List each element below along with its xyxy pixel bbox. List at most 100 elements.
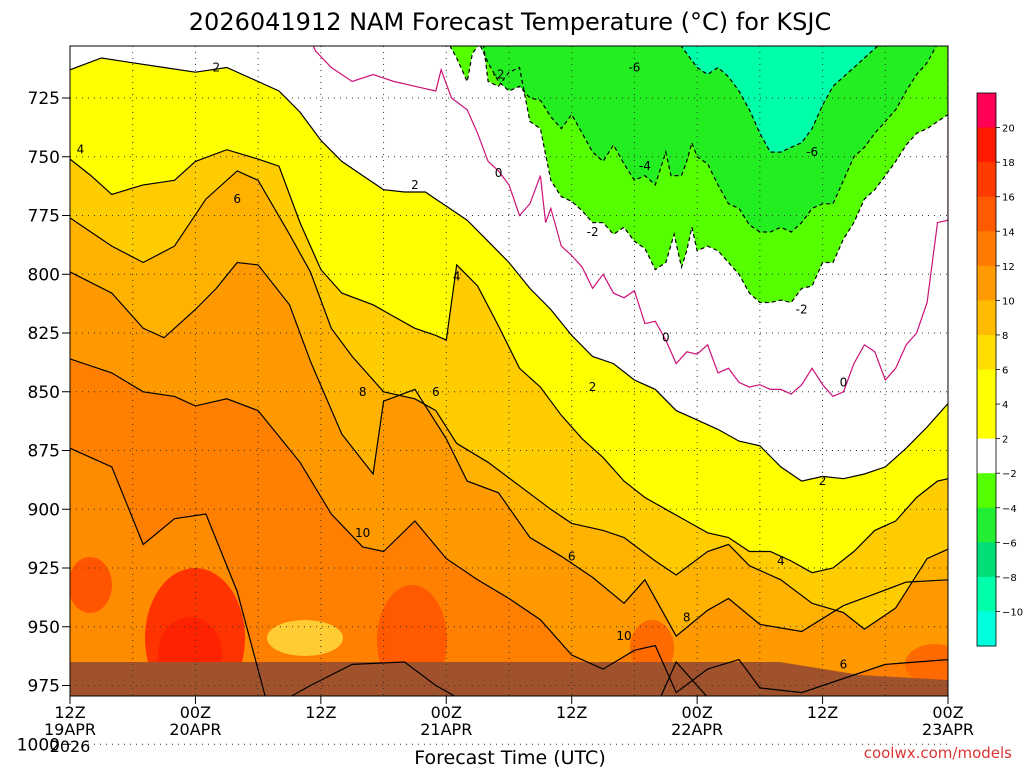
- colorbar-segment: [977, 300, 996, 336]
- contour-labels: 2 4 6 2 4 8 6 10 -2 -6 0 -4 -2 -6 -2 0 2 0 6 4 2 10 8 6: [77, 60, 848, 671]
- colorbar-tick-label: 8: [1002, 331, 1008, 342]
- colorbar: 20 18 16 14 12 10 8 6 4 2 −2 −4 −6 −8 −10: [976, 92, 1023, 647]
- contour-label: -6: [628, 60, 640, 74]
- x-tick-label: 00Z: [681, 703, 712, 722]
- contour-label: 2: [411, 178, 419, 192]
- colorbar-segment: [977, 576, 996, 612]
- colorbar-tick-label: 18: [1002, 158, 1015, 169]
- colorbar-segment: [977, 196, 996, 232]
- contour-label: 0: [840, 375, 848, 389]
- y-axis: 725 750 775 800 825 850 875 900 925 950 975 1000: [17, 89, 70, 755]
- contour-label: 2: [589, 380, 597, 394]
- contour-label: -2: [493, 68, 505, 82]
- colorbar-segment: [977, 369, 996, 405]
- y-tick-label: 900: [28, 500, 60, 520]
- colorbar-segment: [977, 231, 996, 267]
- x-tick-label: 23APR: [922, 720, 974, 739]
- colorbar-tick-label: 20: [1002, 124, 1015, 135]
- y-tick-label: 825: [28, 324, 60, 344]
- colorbar-tick-label: −4: [1002, 504, 1017, 515]
- x-tick-label: 12Z: [807, 703, 838, 722]
- isotherm-0: [312, 46, 948, 398]
- colorbar-tick-label: 2: [1002, 435, 1008, 446]
- warm-core-6: [905, 644, 948, 684]
- isotherm-4: [70, 149, 948, 574]
- contour-label: 6: [840, 657, 848, 671]
- contour-label: 4: [777, 554, 785, 568]
- x-tick-label: 12Z: [556, 703, 587, 722]
- colorbar-tick-label: 12: [1002, 262, 1015, 273]
- isotherm-12: [70, 447, 708, 696]
- colorbar-tick-label: 10: [1002, 296, 1015, 307]
- isotherm-10: [70, 358, 948, 694]
- colorbar-segment: [977, 438, 996, 474]
- x-tick-label: 12Z: [54, 703, 85, 722]
- colorbar-tick-label: −6: [1002, 538, 1017, 549]
- y-tick-label: 975: [28, 677, 60, 697]
- x-tick-label: 00Z: [431, 703, 462, 722]
- contour-label: -4: [639, 159, 651, 173]
- x-tick-label: 22APR: [671, 720, 723, 739]
- contour-label: 0: [662, 331, 670, 345]
- y-tick-label: 725: [28, 89, 60, 109]
- colorbar-segment: [977, 334, 996, 370]
- isotherm-minus6: [680, 46, 879, 153]
- colorbar-segment: [977, 542, 996, 578]
- contour-label: 6: [568, 549, 576, 563]
- contour-label: -6: [806, 145, 818, 159]
- y-tick-label: 800: [28, 265, 60, 285]
- isotherm-lines: [70, 46, 948, 696]
- y-tick-label: 950: [28, 618, 60, 638]
- contour-label: 8: [359, 385, 367, 399]
- colorbar-tick-label: 4: [1002, 400, 1008, 411]
- colorbar-tick-label: −8: [1002, 573, 1017, 584]
- y-tick-label: 750: [28, 148, 60, 168]
- isotherm-6: [70, 170, 948, 630]
- x-tick-label: 20APR: [169, 720, 221, 739]
- colorbar-segment: [977, 162, 996, 198]
- y-tick-label: 1000: [17, 735, 60, 755]
- y-tick-label: 925: [28, 559, 60, 579]
- colorbar-segment: [977, 507, 996, 543]
- contour-label: 10: [355, 526, 370, 540]
- colorbar-tick-label: 16: [1002, 193, 1015, 204]
- isotherm-minus2: [449, 46, 948, 304]
- x-tick-label: 12Z: [305, 703, 336, 722]
- contour-label: -2: [796, 303, 808, 317]
- contour-label: 2: [213, 60, 221, 74]
- colorbar-tick-label: −10: [1002, 607, 1023, 618]
- contour-label: 2: [819, 474, 827, 488]
- colorbar-segment: [977, 93, 996, 129]
- gridlines: [70, 46, 948, 745]
- contour-label: 10: [616, 629, 631, 643]
- chart-title: 2026041912 NAM Forecast Temperature (°C)…: [189, 8, 831, 36]
- colorbar-segment: [977, 611, 996, 647]
- colorbar-tick-label: −2: [1002, 469, 1017, 480]
- credit-link[interactable]: coolwx.com/models: [864, 744, 1012, 762]
- y-tick-label: 875: [28, 442, 60, 462]
- isotherm-2: [70, 57, 948, 482]
- fill-band-minus6: [681, 46, 878, 153]
- contour-label: -2: [587, 225, 599, 239]
- x-tick-label: 2026: [50, 737, 91, 756]
- x-axis-label: Forecast Time (UTC): [414, 747, 605, 768]
- contour-label: 6: [233, 192, 241, 206]
- y-tick-label: 775: [28, 207, 60, 227]
- colorbar-tick-label: 14: [1002, 227, 1015, 238]
- colorbar-segment: [977, 127, 996, 163]
- y-tick-label: 850: [28, 383, 60, 403]
- cool-pocket: [267, 620, 343, 656]
- temperature-fills: [70, 46, 948, 696]
- warm-core-5: [70, 557, 112, 613]
- colorbar-segment: [977, 473, 996, 509]
- contour-label: 4: [77, 143, 85, 157]
- contour-label: 4: [453, 270, 461, 284]
- plot-frame: [69, 45, 949, 697]
- isotherm-8: [70, 261, 948, 638]
- x-tick-label: 00Z: [932, 703, 963, 722]
- x-tick-label: 00Z: [180, 703, 211, 722]
- contour-label: 0: [495, 166, 503, 180]
- contour-label: 6: [432, 385, 440, 399]
